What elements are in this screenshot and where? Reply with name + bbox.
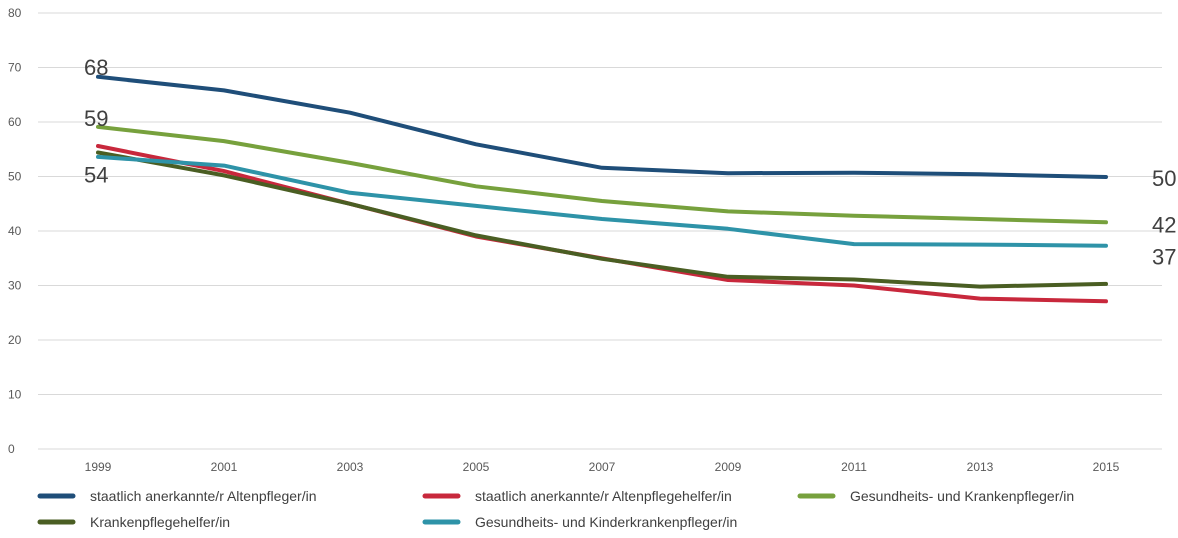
x-tick-label: 2011 bbox=[841, 460, 867, 474]
data-label: 42 bbox=[1152, 212, 1176, 237]
data-label: 59 bbox=[84, 106, 108, 131]
legend-label: Gesundheits- und Kinderkrankenpfleger/in bbox=[475, 514, 737, 530]
y-tick-label: 30 bbox=[8, 279, 22, 293]
x-tick-label: 2003 bbox=[337, 460, 364, 474]
y-tick-label: 70 bbox=[8, 61, 22, 75]
series-line-1 bbox=[96, 74, 1108, 179]
data-labels: 68 50 59 42 54 37 bbox=[84, 55, 1176, 270]
series-line-3 bbox=[96, 124, 1108, 225]
x-tick-label: 2007 bbox=[589, 460, 616, 474]
legend-label: staatlich anerkannte/r Altenpfleger/in bbox=[90, 488, 316, 504]
y-tick-label: 40 bbox=[8, 224, 22, 238]
legend-item: Gesundheits- und Kinderkrankenpfleger/in bbox=[422, 514, 737, 530]
x-axis: 1999 2001 2003 2005 2007 2009 2011 2013 2015 bbox=[85, 460, 1120, 474]
legend-label: Krankenpflegehelfer/in bbox=[90, 514, 230, 530]
legend-item: Gesundheits- und Krankenpfleger/in bbox=[797, 488, 1074, 504]
gridlines bbox=[38, 12, 1162, 450]
legend: staatlich anerkannte/r Altenpfleger/in st… bbox=[37, 488, 1074, 530]
y-tick-label: 20 bbox=[8, 333, 22, 347]
x-tick-label: 2015 bbox=[1093, 460, 1120, 474]
y-tick-label: 80 bbox=[8, 6, 22, 20]
series-lines bbox=[96, 74, 1108, 304]
data-label: 68 bbox=[84, 55, 108, 80]
legend-item: staatlich anerkannte/r Altenpflegehelfer… bbox=[422, 488, 732, 504]
legend-item: staatlich anerkannte/r Altenpfleger/in bbox=[37, 488, 316, 504]
y-tick-label: 10 bbox=[8, 388, 22, 402]
y-tick-label: 60 bbox=[8, 115, 22, 129]
y-tick-label: 50 bbox=[8, 170, 22, 184]
series-line-5 bbox=[96, 154, 1108, 248]
legend-label: Gesundheits- und Krankenpfleger/in bbox=[850, 488, 1074, 504]
x-tick-label: 1999 bbox=[85, 460, 112, 474]
x-tick-label: 2009 bbox=[715, 460, 742, 474]
legend-label: staatlich anerkannte/r Altenpflegehelfer… bbox=[475, 488, 732, 504]
series-line-4 bbox=[96, 150, 1108, 289]
legend-item: Krankenpflegehelfer/in bbox=[37, 514, 230, 530]
y-axis: 0 10 20 30 40 50 60 70 80 bbox=[8, 6, 22, 456]
y-tick-label: 0 bbox=[8, 442, 15, 456]
data-label: 50 bbox=[1152, 166, 1176, 191]
x-tick-label: 2013 bbox=[967, 460, 994, 474]
x-tick-label: 2001 bbox=[211, 460, 238, 474]
x-tick-label: 2005 bbox=[463, 460, 490, 474]
data-label: 54 bbox=[84, 163, 108, 188]
data-label: 37 bbox=[1152, 245, 1176, 270]
